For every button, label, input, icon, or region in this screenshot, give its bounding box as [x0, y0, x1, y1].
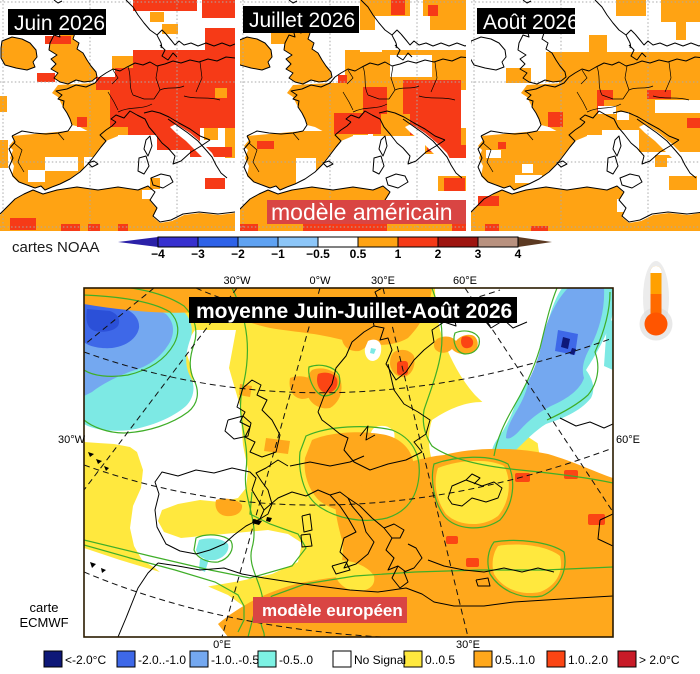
- svg-text:3: 3: [475, 247, 482, 261]
- svg-text:60°E: 60°E: [453, 275, 477, 287]
- svg-text:> 2.0°C: > 2.0°C: [639, 653, 680, 667]
- svg-text:30°W: 30°W: [223, 275, 251, 287]
- svg-text:modèle européen: modèle européen: [262, 601, 403, 620]
- svg-text:-1.0..-0.5: -1.0..-0.5: [211, 653, 259, 667]
- svg-text:<-2.0°C: <-2.0°C: [65, 653, 106, 667]
- svg-text:1: 1: [395, 247, 402, 261]
- svg-text:−1: −1: [271, 247, 285, 261]
- svg-text:modèle américain: modèle américain: [271, 199, 453, 225]
- svg-text:1.0..2.0: 1.0..2.0: [568, 653, 608, 667]
- svg-text:30°E: 30°E: [456, 639, 480, 651]
- svg-text:carte: carte: [30, 600, 59, 615]
- svg-text:−0.5: −0.5: [306, 247, 330, 261]
- svg-text:0.5: 0.5: [350, 247, 367, 261]
- svg-text:Août 2026: Août 2026: [483, 11, 579, 34]
- svg-text:−3: −3: [191, 247, 205, 261]
- svg-text:0°E: 0°E: [213, 639, 231, 651]
- svg-text:60°E: 60°E: [616, 434, 640, 446]
- svg-text:4: 4: [515, 247, 522, 261]
- svg-text:-2.0..-1.0: -2.0..-1.0: [138, 653, 186, 667]
- svg-text:30°W: 30°W: [58, 434, 86, 446]
- svg-text:Juin 2026: Juin 2026: [14, 12, 105, 35]
- svg-text:0.5..1.0: 0.5..1.0: [495, 653, 535, 667]
- svg-text:Juillet 2026: Juillet 2026: [249, 9, 355, 32]
- svg-text:−2: −2: [231, 247, 245, 261]
- svg-text:cartes NOAA: cartes NOAA: [12, 239, 100, 256]
- svg-text:-0.5..0: -0.5..0: [279, 653, 313, 667]
- svg-text:0..0.5: 0..0.5: [425, 653, 455, 667]
- svg-text:moyenne Juin-Juillet-Août 2026: moyenne Juin-Juillet-Août 2026: [196, 300, 512, 323]
- svg-text:−4: −4: [151, 247, 165, 261]
- svg-text:0°W: 0°W: [310, 275, 332, 287]
- svg-text:30°E: 30°E: [371, 275, 395, 287]
- svg-text:ECMWF: ECMWF: [19, 615, 68, 630]
- svg-text:No Signal: No Signal: [354, 653, 406, 667]
- svg-text:2: 2: [435, 247, 442, 261]
